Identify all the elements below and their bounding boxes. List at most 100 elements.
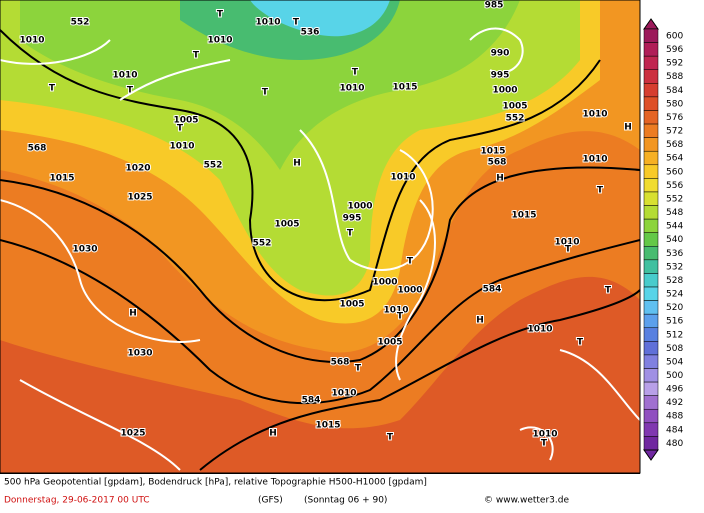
map-label: T — [577, 338, 584, 348]
map-label: 584 — [483, 285, 502, 295]
map-label: T — [127, 86, 134, 96]
legend-label: 568 — [666, 140, 683, 150]
map-label: 1030 — [127, 349, 152, 359]
map-label: 1010 — [339, 84, 364, 94]
legend-swatch — [643, 96, 659, 111]
map-label: 995 — [491, 71, 510, 81]
map-label: 1020 — [125, 164, 150, 174]
map-label: 1010 — [331, 389, 356, 399]
map-label: T — [347, 229, 354, 239]
map-label: 552 — [253, 239, 272, 249]
legend-swatch — [643, 232, 659, 247]
map-label: 1015 — [315, 421, 340, 431]
legend-label: 516 — [666, 317, 683, 327]
map-label: 568 — [28, 144, 47, 154]
legend-swatch — [643, 408, 659, 424]
legend-swatch — [643, 55, 659, 70]
map-label: 1005 — [173, 116, 198, 126]
legend-label: 504 — [666, 357, 683, 367]
legend-arrow — [643, 18, 659, 30]
map-label: 1030 — [72, 245, 97, 255]
map-label: T — [387, 433, 394, 443]
legend-swatch — [643, 286, 659, 301]
legend-label: 592 — [666, 59, 683, 69]
field — [250, 0, 390, 37]
map-label: 1005 — [502, 102, 527, 112]
model: (GFS) — [258, 496, 283, 506]
map-label: H — [269, 429, 277, 439]
map-label: 1000 — [397, 286, 422, 296]
legend-label: 488 — [666, 412, 683, 422]
map-label: 985 — [485, 1, 504, 11]
contour — [0, 29, 601, 302]
legend-label: 520 — [666, 303, 683, 313]
map-label: 1025 — [120, 429, 145, 439]
map-label: T — [193, 51, 200, 61]
legend-swatch — [643, 191, 659, 206]
legend-swatch — [643, 327, 659, 342]
legend-label: 560 — [666, 167, 683, 177]
legend-swatch — [643, 246, 659, 261]
legend-label: 512 — [666, 330, 683, 340]
legend-swatch — [643, 381, 659, 396]
map-label: 1010 — [554, 238, 579, 248]
map-label: 1010 — [532, 430, 557, 440]
map-label: 1015 — [480, 147, 505, 157]
legend-label: 564 — [666, 154, 683, 164]
map-label: 1010 — [390, 173, 415, 183]
forecast: (Sonntag 06 + 90) — [304, 496, 387, 506]
legend-swatch — [643, 313, 659, 329]
map-label: H — [476, 316, 484, 326]
map-label: 1010 — [582, 155, 607, 165]
legend-swatch — [643, 150, 659, 166]
legend-label: 496 — [666, 385, 683, 395]
map-label: T — [541, 439, 548, 449]
copyright: © www.wetter3.de — [484, 496, 569, 506]
field — [20, 0, 520, 170]
legend-swatch — [643, 164, 659, 179]
legend-swatch — [643, 110, 659, 125]
map-label: T — [49, 84, 56, 94]
legend-swatch — [643, 137, 659, 152]
legend-swatch — [643, 354, 659, 369]
map-label: 1010 — [527, 325, 552, 335]
map-label: 568 — [331, 358, 350, 368]
map-label: H — [624, 123, 632, 133]
legend-label: 500 — [666, 371, 683, 381]
map-label: T — [605, 286, 612, 296]
legend-swatch — [643, 300, 659, 315]
map-label: 1000 — [492, 86, 517, 96]
legend-label: 492 — [666, 398, 683, 408]
map-label: T — [293, 18, 300, 28]
map-label: 1010 — [582, 110, 607, 120]
map-label: 1025 — [127, 193, 152, 203]
map-label: T — [262, 88, 269, 98]
map-label: H — [293, 159, 301, 169]
map-label: H — [129, 309, 137, 319]
map-label: 1010 — [19, 36, 44, 46]
map-label: 1000 — [372, 278, 397, 288]
legend-swatch — [643, 341, 659, 356]
map-label: T — [355, 364, 362, 374]
map-label: T — [565, 245, 572, 255]
contour — [0, 239, 641, 405]
map-label: 568 — [488, 158, 507, 168]
map-label: 584 — [302, 396, 321, 406]
map-label: 552 — [71, 18, 90, 28]
legend-label: 600 — [666, 32, 683, 42]
legend-label: 548 — [666, 208, 683, 218]
legend-label: 544 — [666, 222, 683, 232]
legend-swatch — [643, 368, 659, 383]
legend-label: 572 — [666, 127, 683, 137]
legend-swatch — [643, 123, 659, 138]
legend-swatch — [643, 42, 659, 57]
map-label: 1015 — [392, 83, 417, 93]
map-label: 990 — [491, 49, 510, 59]
map-label: T — [397, 312, 404, 322]
map-label: 1010 — [255, 18, 280, 28]
map-label: 552 — [204, 161, 223, 171]
legend-label: 536 — [666, 249, 683, 259]
legend-label: 580 — [666, 99, 683, 109]
map-label: T — [217, 10, 224, 20]
